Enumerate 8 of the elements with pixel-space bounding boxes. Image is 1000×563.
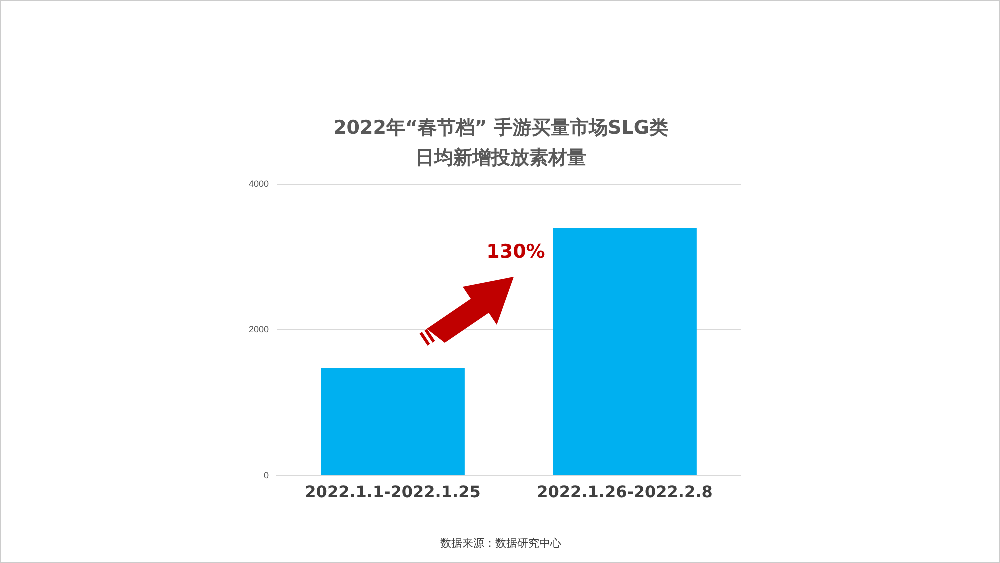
x-tick-label: 2022.1.26-2022.2.8	[537, 482, 713, 502]
y-tick-label: 0	[264, 470, 270, 480]
x-tick-label: 2022.1.1-2022.1.25	[305, 482, 481, 502]
source-note: 数据来源：数据研究中心	[440, 536, 562, 551]
y-tick-label: 4000	[248, 178, 270, 189]
chart-title: 2022年“春节档” 手游买量市场SLG类日均新增投放素材量	[332, 116, 670, 171]
y-tick-label: 2000	[248, 324, 270, 335]
annotation: 130%	[486, 241, 546, 263]
